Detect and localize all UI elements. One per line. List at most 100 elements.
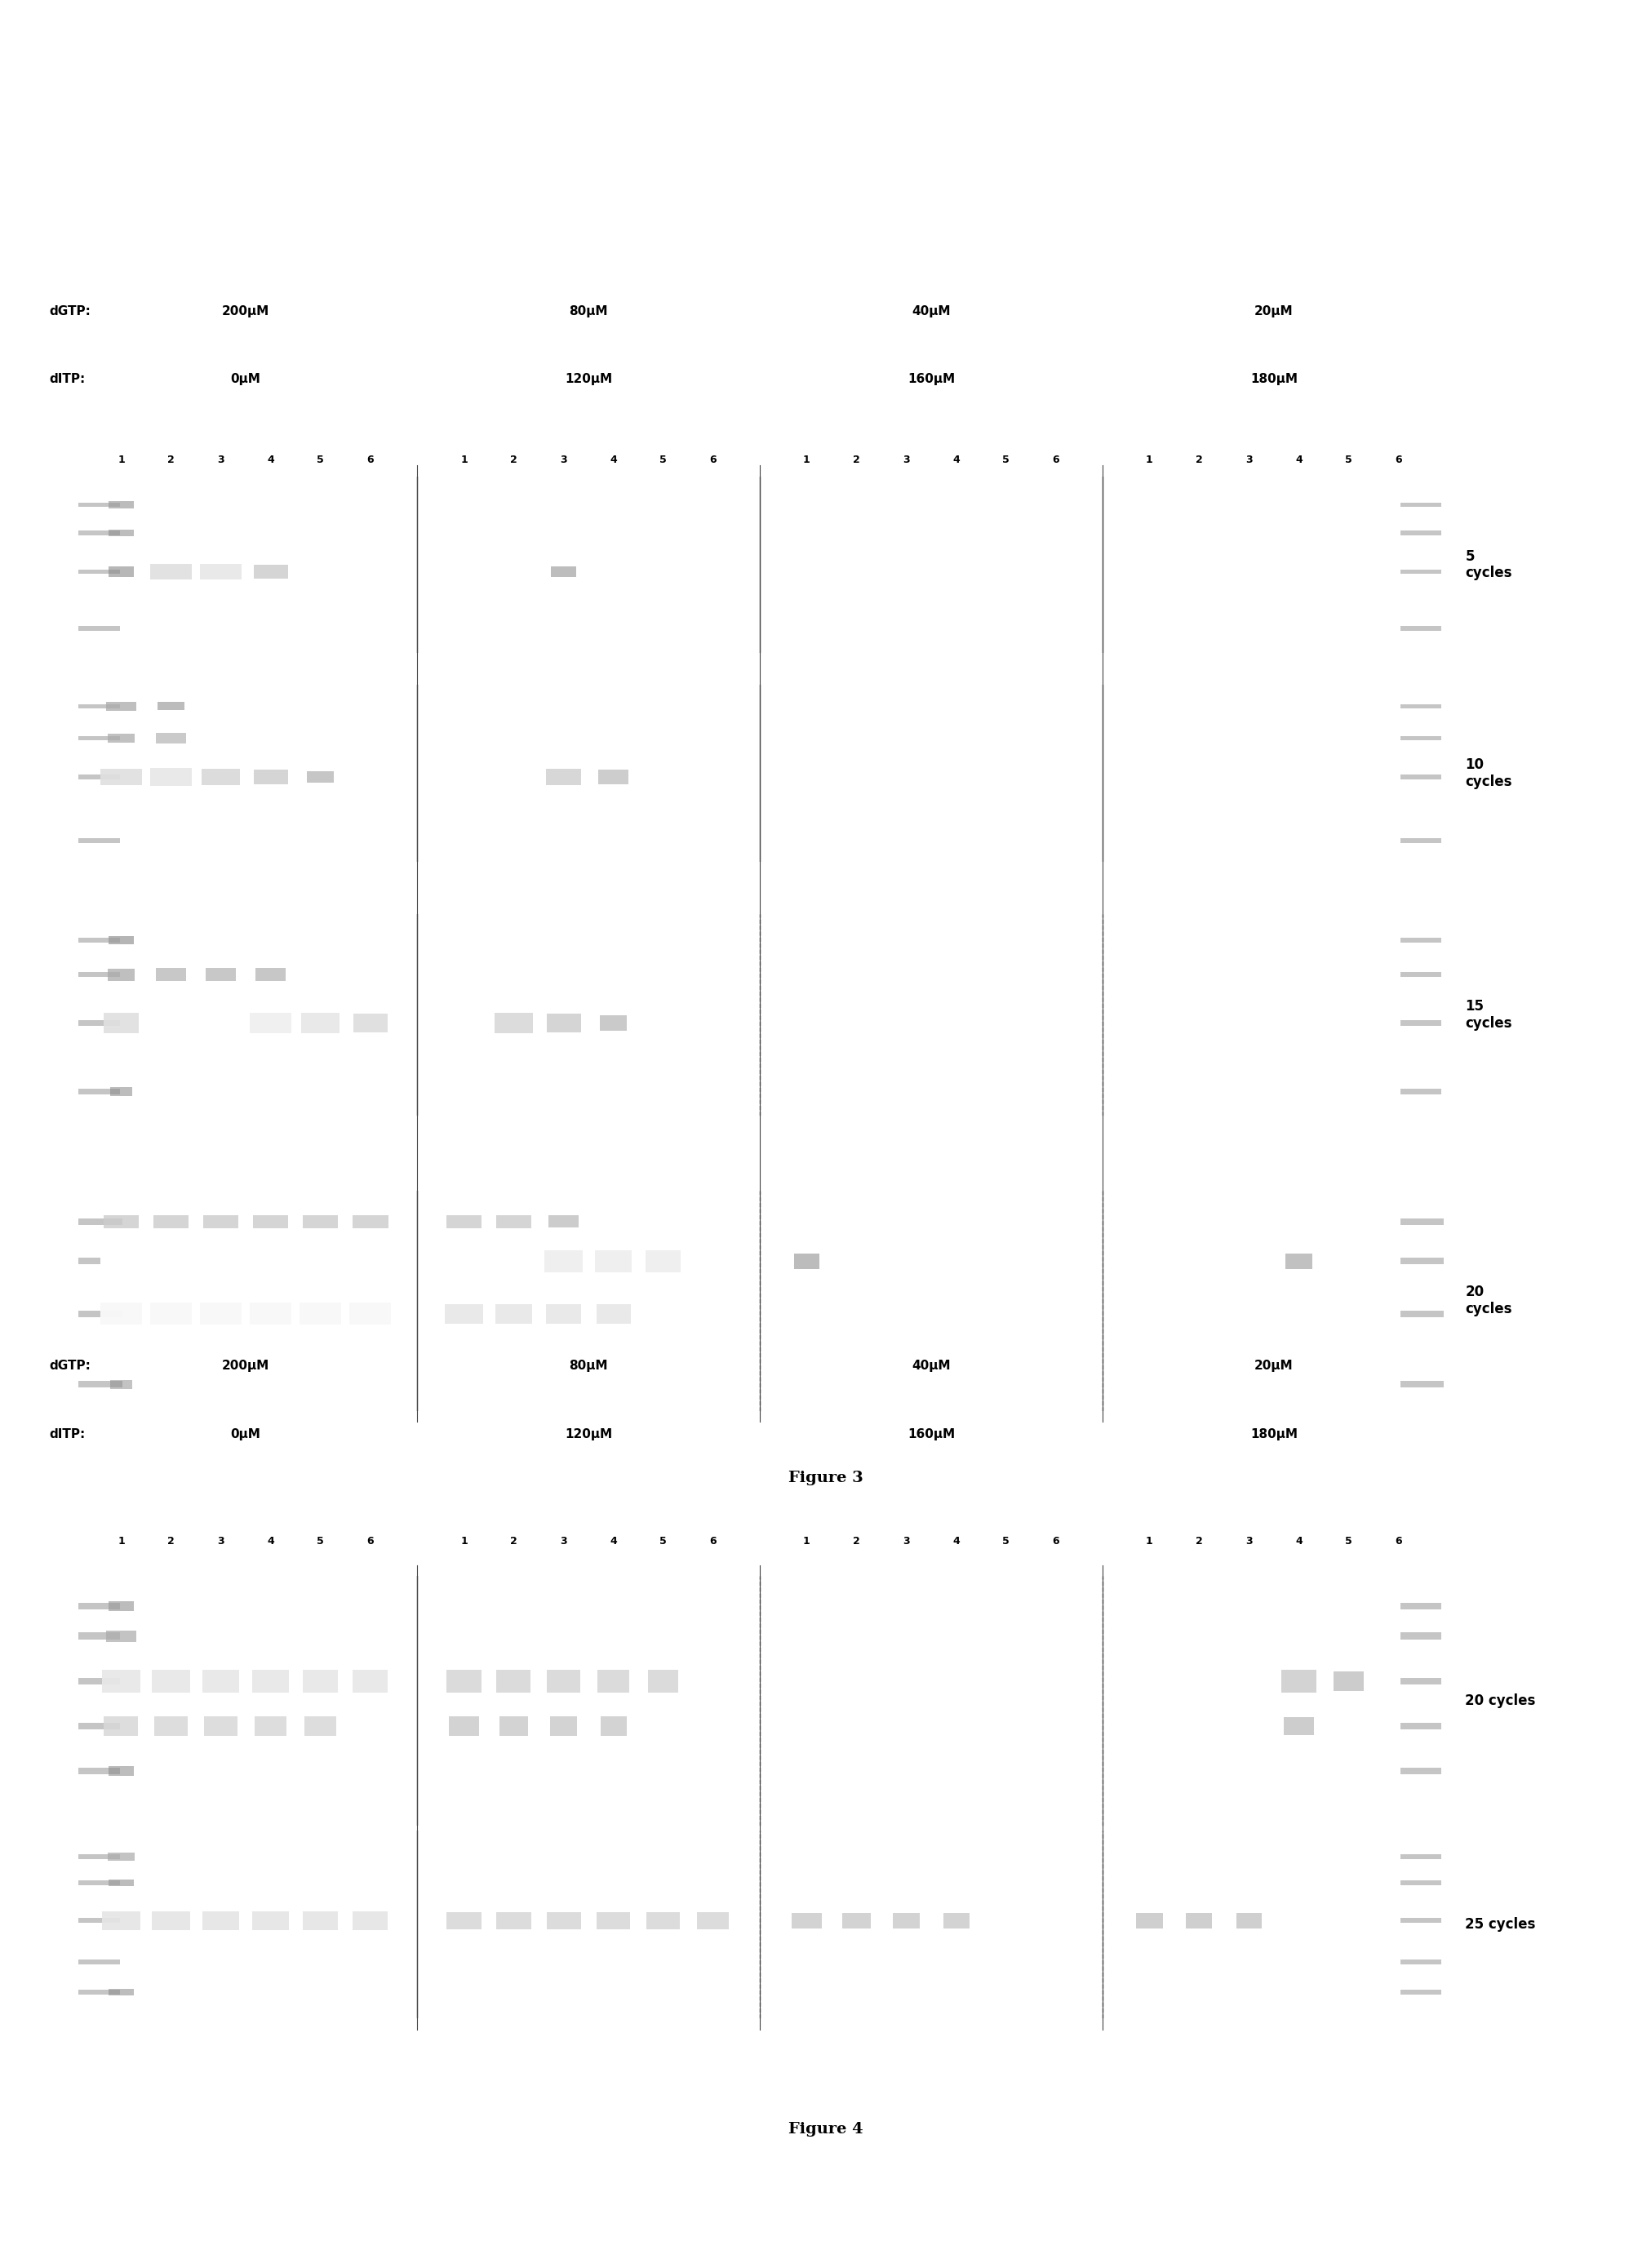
Bar [1400, 937, 1441, 943]
Bar [78, 1021, 119, 1025]
Bar [1400, 1381, 1443, 1388]
Bar [78, 1767, 119, 1774]
Text: 5: 5 [659, 454, 667, 465]
Bar [304, 1717, 337, 1735]
Text: 3: 3 [903, 1535, 910, 1547]
Text: Figure 3: Figure 3 [788, 1472, 863, 1486]
Bar [791, 1914, 821, 1928]
Text: 4: 4 [953, 454, 959, 465]
Text: 3: 3 [560, 454, 566, 465]
Bar [892, 1914, 920, 1928]
Bar [302, 1216, 338, 1227]
Text: 1: 1 [1146, 454, 1152, 465]
Bar [78, 1989, 119, 1994]
Bar [150, 1012, 192, 1034]
Bar [150, 1302, 192, 1325]
Bar [104, 1717, 139, 1735]
Bar [152, 1669, 190, 1692]
Bar [300, 1250, 340, 1272]
Bar [1400, 1678, 1441, 1685]
Bar [300, 1014, 340, 1034]
Bar [155, 733, 187, 744]
Bar [495, 1912, 532, 1930]
Bar [78, 1381, 122, 1388]
Text: Figure 4: Figure 4 [788, 2123, 863, 2136]
Text: 3: 3 [903, 454, 910, 465]
Text: 5: 5 [1344, 454, 1352, 465]
Text: 2: 2 [1195, 1535, 1202, 1547]
Bar [78, 503, 119, 506]
Bar [109, 528, 134, 538]
Bar [253, 1912, 289, 1930]
Bar [78, 1089, 119, 1093]
Bar [646, 1250, 680, 1272]
Bar [203, 1216, 238, 1227]
Text: dITP:: dITP: [50, 374, 86, 386]
Bar [1400, 531, 1441, 535]
Bar [353, 1014, 388, 1032]
Bar [200, 1302, 241, 1325]
Bar [107, 733, 135, 742]
Text: dITP:: dITP: [50, 1429, 86, 1440]
Text: 6: 6 [710, 454, 717, 465]
Bar [1400, 1021, 1441, 1025]
Text: 10
cycles: 10 cycles [1464, 758, 1511, 789]
Bar [1400, 1721, 1441, 1730]
Text: 200μM: 200μM [221, 306, 269, 318]
Text: 160μM: 160μM [906, 1429, 954, 1440]
Bar [78, 776, 119, 780]
Bar [1284, 1254, 1313, 1268]
Bar [446, 1669, 482, 1692]
Bar [253, 769, 287, 785]
Bar [495, 1216, 532, 1227]
Bar [353, 1912, 388, 1930]
Bar [109, 501, 134, 508]
Bar [78, 1633, 119, 1640]
Bar [78, 626, 119, 631]
Text: 20
cycles: 20 cycles [1464, 1286, 1511, 1315]
Bar [253, 565, 287, 578]
Text: 80μM: 80μM [570, 306, 608, 318]
Bar [1400, 703, 1441, 708]
Bar [154, 1216, 188, 1227]
Bar [111, 1086, 132, 1095]
Text: 1: 1 [117, 1535, 125, 1547]
Bar [1400, 1989, 1441, 1994]
Text: 5: 5 [659, 1535, 667, 1547]
Bar [697, 1912, 728, 1930]
Text: 120μM: 120μM [565, 1429, 613, 1440]
Text: 160μM: 160μM [906, 374, 954, 386]
Text: 2: 2 [852, 454, 860, 465]
Text: 1: 1 [461, 454, 467, 465]
Bar [111, 1379, 132, 1388]
Bar [1400, 626, 1441, 631]
Bar [78, 1919, 119, 1923]
Bar [1400, 1633, 1441, 1640]
Bar [1400, 839, 1441, 844]
Text: 3: 3 [1245, 1535, 1251, 1547]
Bar [1283, 1717, 1313, 1735]
Text: 0μM: 0μM [231, 374, 261, 386]
Bar [78, 1855, 119, 1860]
Bar [545, 1304, 581, 1325]
Text: dGTP:: dGTP: [50, 1361, 91, 1372]
Bar [1136, 1914, 1162, 1928]
Bar [104, 1014, 139, 1034]
Text: 40μM: 40μM [911, 306, 949, 318]
Bar [494, 1014, 533, 1034]
Bar [78, 1603, 119, 1610]
Bar [499, 1717, 528, 1735]
Text: 3: 3 [560, 1535, 566, 1547]
Bar [444, 1304, 482, 1325]
Bar [107, 1853, 135, 1860]
Bar [154, 1717, 188, 1735]
Bar [353, 1669, 388, 1692]
Bar [78, 703, 119, 708]
Bar [545, 1250, 583, 1272]
Text: 6: 6 [367, 1535, 373, 1547]
Bar [78, 531, 119, 535]
Bar [249, 1014, 291, 1034]
Bar [943, 1914, 969, 1928]
Text: 3: 3 [218, 1535, 225, 1547]
Bar [599, 1016, 627, 1032]
